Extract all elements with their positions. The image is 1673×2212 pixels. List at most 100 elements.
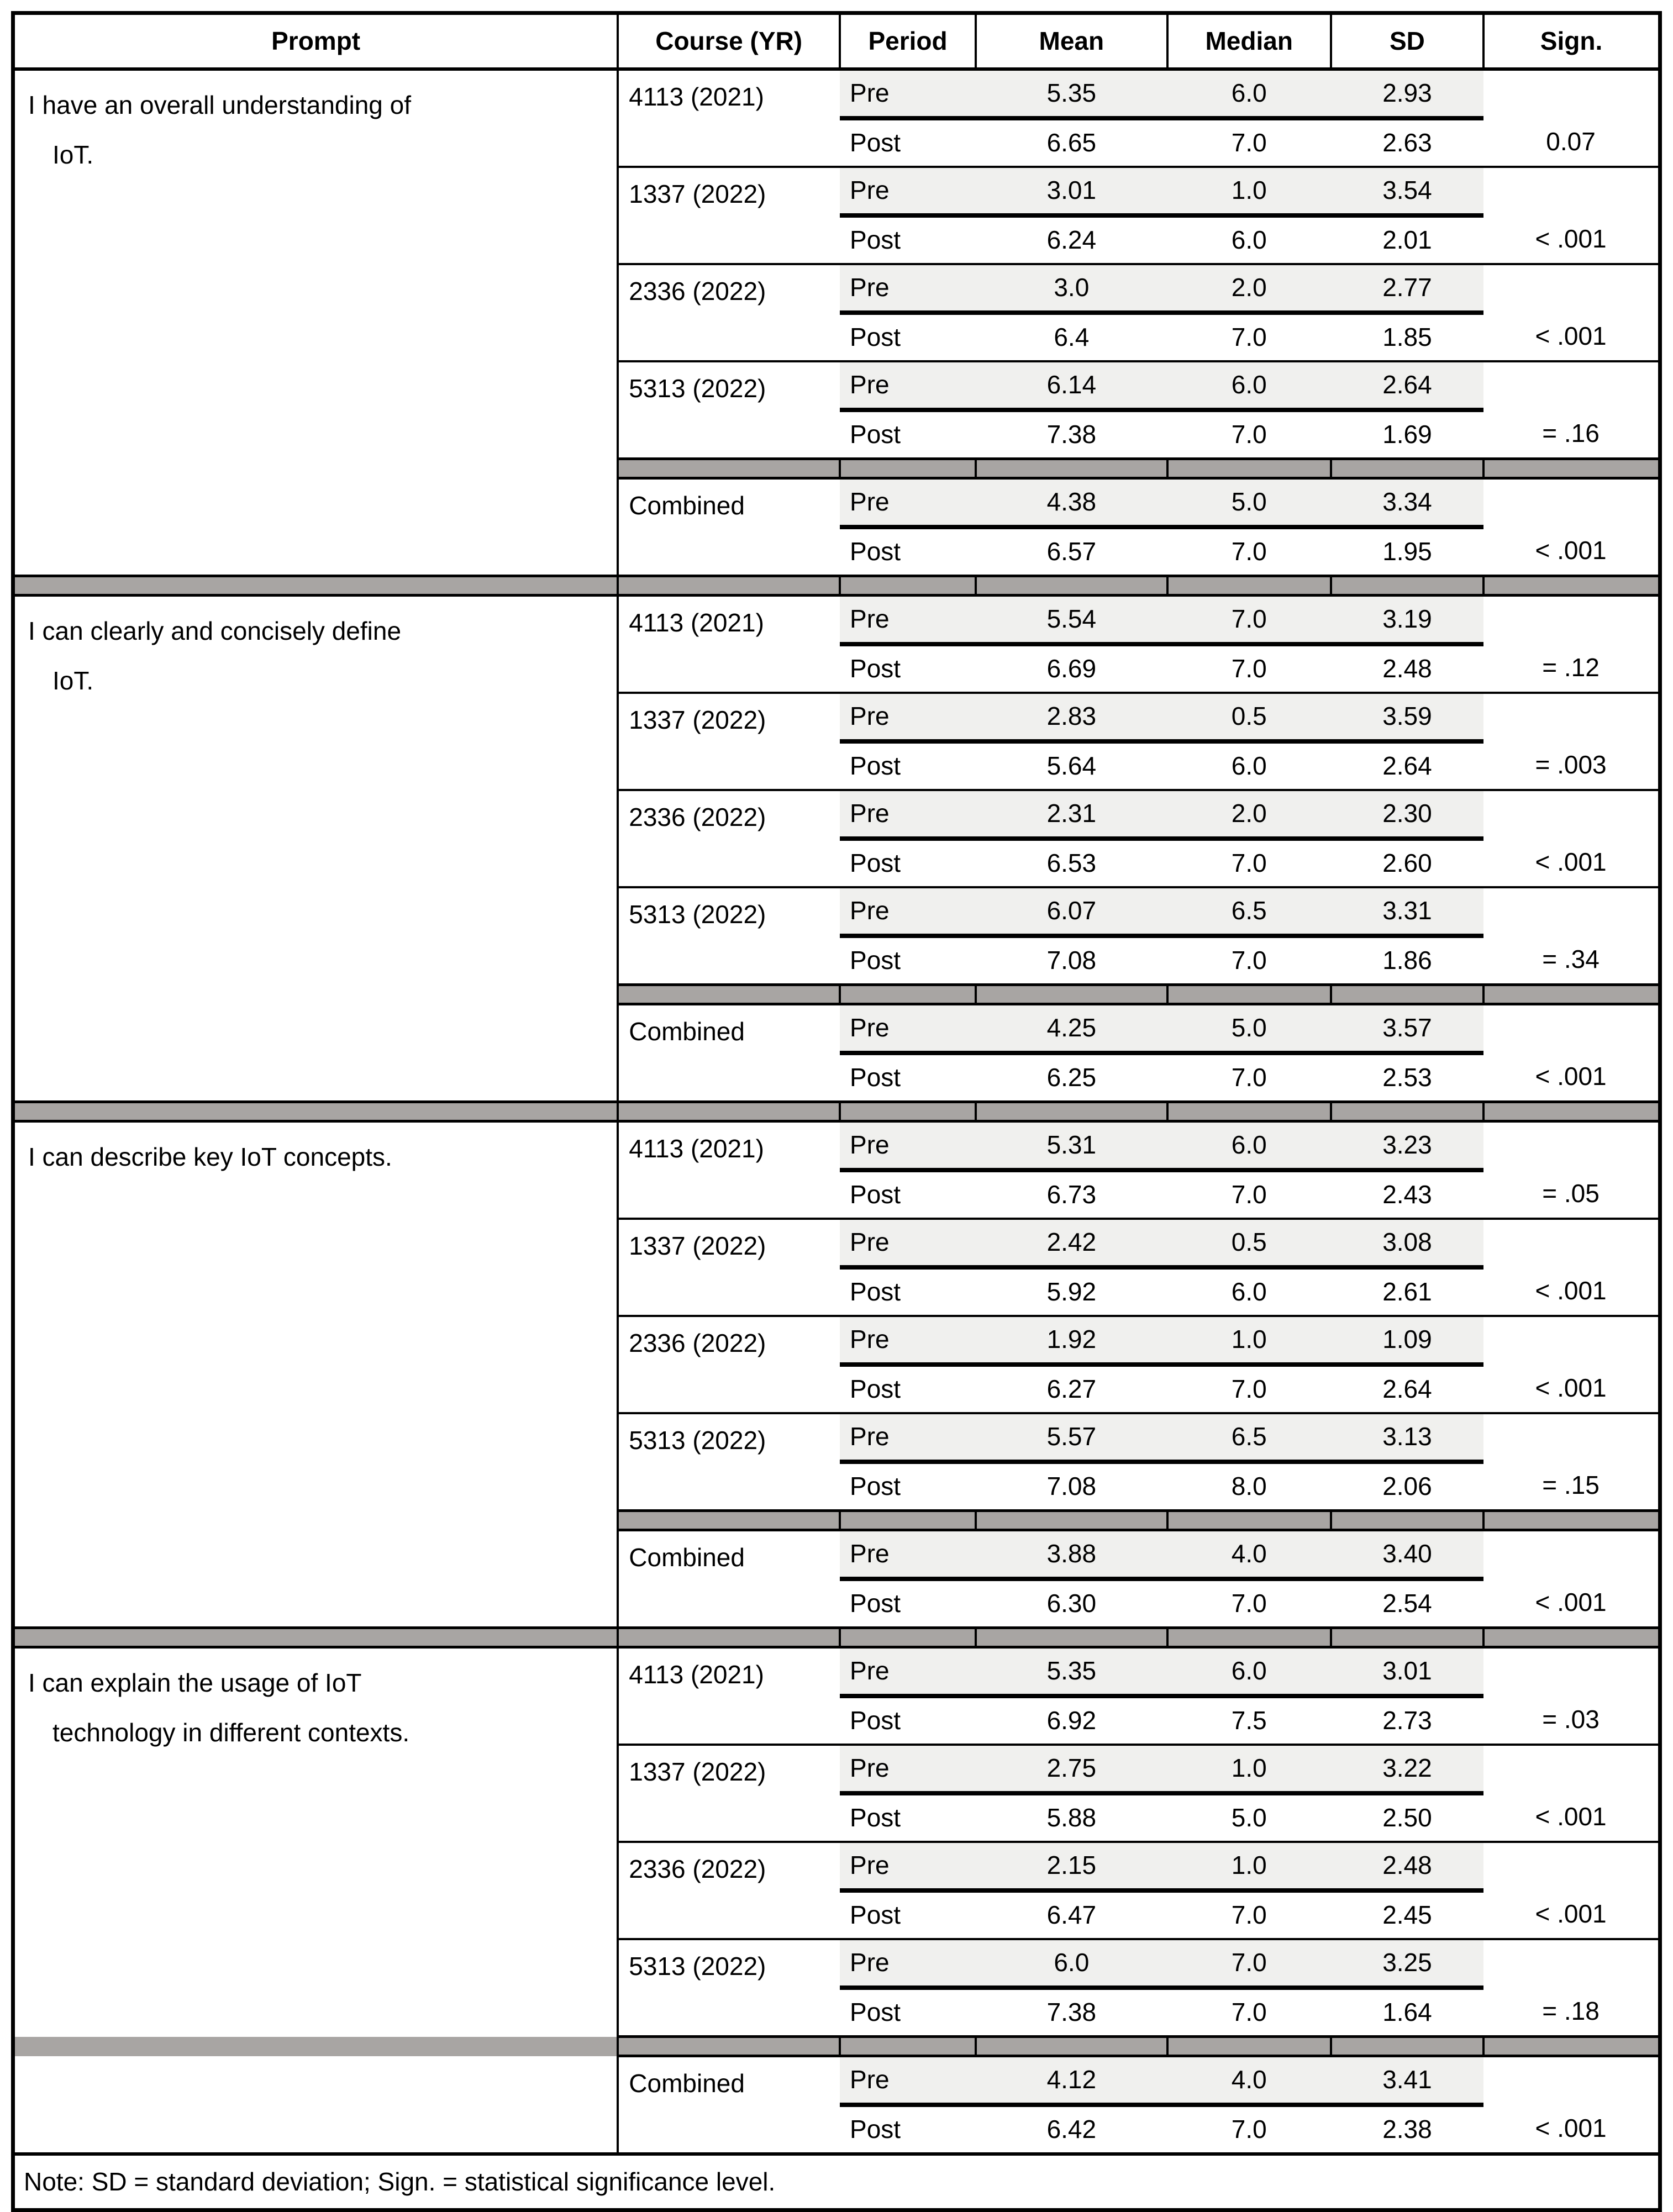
sign-cell: < .001 [1483, 215, 1660, 265]
mean-cell: 3.88 [976, 1530, 1167, 1581]
separator-cell-median [1166, 984, 1331, 1005]
sd-cell: 3.13 [1330, 1413, 1484, 1464]
table-row: 1337 (2022) Pre 3.01 1.0 3.54 [13, 167, 1660, 265]
separator-cell-course [618, 1510, 840, 1531]
sd-cell: 2.48 [1330, 644, 1484, 694]
period-cell: Post [840, 1793, 976, 1843]
separator-cell-mean [975, 2036, 1167, 2057]
mean-cell: 6.30 [976, 1579, 1167, 1628]
separator-cell-sign [1482, 575, 1660, 597]
sign-cell: < .001 [1483, 839, 1660, 888]
mean-cell: 5.54 [976, 595, 1167, 646]
table-row: 1337 (2022) Pre 2.42 0.5 3.08 [13, 1219, 1660, 1317]
sd-cell: 3.23 [1330, 1121, 1484, 1172]
period-cell: Pre [840, 1316, 976, 1367]
table-row: 2336 (2022) Pre 1.92 1.0 1.09 [13, 1316, 1660, 1414]
table-row: 5313 (2022) Pre 6.14 6.0 2.64 [13, 361, 1660, 460]
mean-cell: 5.35 [976, 69, 1167, 120]
period-cell: Post [840, 1890, 976, 1940]
sign-cell-empty [1483, 1745, 1660, 1793]
mean-cell: 6.42 [976, 2105, 1167, 2154]
course-cell: 4113 (2021) [618, 595, 840, 694]
course-cell: Combined [618, 1004, 840, 1102]
separator-cell-mean [975, 1510, 1167, 1531]
sign-cell: = .34 [1483, 936, 1660, 986]
period-cell: Post [840, 1579, 976, 1628]
median-cell: 7.0 [1167, 118, 1331, 168]
separator-cell-mean [975, 575, 1167, 597]
sd-cell: 3.08 [1330, 1219, 1484, 1270]
course-cell: 1337 (2022) [618, 693, 840, 791]
table-row: Post 6.42 7.0 2.38 < .001 [13, 2105, 1660, 2154]
mean-cell: 7.38 [976, 410, 1167, 460]
period-cell: Pre [840, 887, 976, 938]
mean-cell: 6.92 [976, 1696, 1167, 1746]
mean-cell: 2.75 [976, 1745, 1167, 1795]
period-cell: Post [840, 1696, 976, 1746]
sd-cell: 2.73 [1330, 1696, 1484, 1746]
sign-cell-empty [1483, 1647, 1660, 1696]
table-row: 2336 (2022) Pre 2.15 1.0 2.48 [13, 1842, 1660, 1940]
period-cell: Pre [840, 1219, 976, 1270]
header-cell-mean: Mean [976, 13, 1169, 71]
sign-cell: = .12 [1483, 644, 1660, 694]
course-cell: 1337 (2022) [618, 1219, 840, 1317]
period-cell: Pre [840, 2056, 976, 2107]
sign-cell: < .001 [1483, 313, 1660, 362]
mean-cell: 5.57 [976, 1413, 1167, 1464]
period-cell: Pre [840, 1647, 976, 1698]
sd-cell: 2.30 [1330, 790, 1484, 841]
prompt-text-line: IoT. [52, 666, 94, 695]
table-row: Post 7.38 7.0 1.69 = .16 [13, 410, 1660, 460]
sd-cell: 2.64 [1330, 1365, 1484, 1414]
table-row: Combined Pre 4.25 5.0 3.57 [13, 1004, 1660, 1102]
period-cell: Post [840, 644, 976, 694]
sign-cell: = .003 [1483, 741, 1660, 791]
median-cell: 6.0 [1167, 1267, 1331, 1317]
median-cell: 6.0 [1167, 1647, 1331, 1698]
period-cell: Pre [840, 167, 976, 218]
sign-cell-empty [1483, 693, 1660, 741]
separator-cell-median [1166, 1626, 1331, 1649]
separator-cell-mean [975, 1626, 1167, 1649]
mean-cell: 7.38 [976, 1988, 1167, 2038]
course-cell: 4113 (2021) [618, 69, 840, 168]
sd-cell: 1.86 [1330, 936, 1484, 986]
period-cell: Pre [840, 1530, 976, 1581]
mean-cell: 6.0 [976, 1939, 1167, 1990]
table-row: Combined Pre 4.12 4.0 3.41 [13, 2056, 1660, 2154]
mean-cell: 2.42 [976, 1219, 1167, 1270]
median-cell: 6.5 [1167, 1413, 1331, 1464]
period-cell: Post [840, 410, 976, 460]
period-cell: Pre [840, 790, 976, 841]
sd-cell: 3.34 [1330, 478, 1484, 529]
median-cell: 7.0 [1167, 1365, 1331, 1414]
sign-cell: = .05 [1483, 1170, 1660, 1220]
median-cell: 7.0 [1167, 1890, 1331, 1940]
mean-cell: 6.57 [976, 527, 1167, 576]
separator-cell-median [1166, 1100, 1331, 1123]
mean-cell: 7.08 [976, 1462, 1167, 1512]
median-cell: 1.0 [1167, 1842, 1331, 1893]
mean-cell: 7.08 [976, 936, 1167, 986]
median-cell: 6.0 [1167, 215, 1331, 265]
sign-cell-empty [1483, 478, 1660, 527]
prompt-cell: I can clearly and concisely define IoT. [13, 595, 619, 1102]
mean-cell: 6.69 [976, 644, 1167, 694]
table-row: Post 5.88 5.0 2.50 < .001 [13, 1793, 1660, 1843]
sd-cell: 1.95 [1330, 527, 1484, 576]
table-row: Post 5.64 6.0 2.64 = .003 [13, 741, 1660, 791]
median-cell: 7.0 [1167, 936, 1331, 986]
sign-cell-empty [1483, 1219, 1660, 1267]
course-cell: 5313 (2022) [618, 361, 840, 460]
sd-cell: 3.22 [1330, 1745, 1484, 1795]
sign-cell-empty [1483, 1939, 1660, 1988]
prompt-text-line: I can clearly and concisely define [28, 617, 402, 645]
table-row: 1337 (2022) Pre 2.83 0.5 3.59 [13, 693, 1660, 791]
median-cell: 7.0 [1167, 1939, 1331, 1990]
separator-cell-prompt [13, 2036, 618, 2056]
combined-separator-row [13, 2036, 1660, 2057]
mean-cell: 3.01 [976, 167, 1167, 218]
median-cell: 6.0 [1167, 69, 1331, 120]
